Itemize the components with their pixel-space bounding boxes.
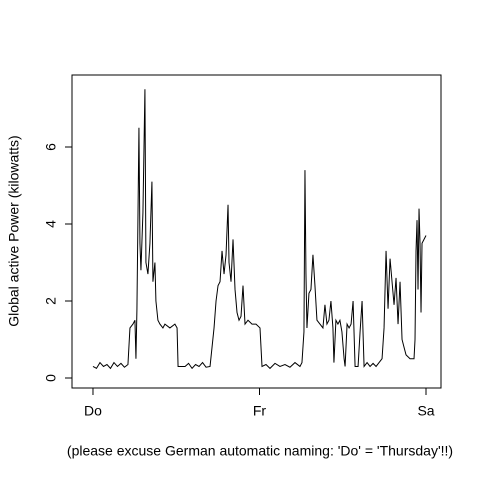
x-tick-label: Do bbox=[84, 403, 102, 419]
x-tick-label: Sa bbox=[417, 403, 434, 419]
x-axis-label: (please excuse German automatic naming: … bbox=[67, 443, 453, 459]
y-tick-label: 6 bbox=[43, 143, 59, 151]
data-line bbox=[92, 89, 427, 370]
y-tick-label: 0 bbox=[43, 374, 59, 382]
y-tick-label: 4 bbox=[43, 220, 59, 228]
plot-box bbox=[71, 74, 442, 389]
x-tick-label: Fr bbox=[253, 403, 267, 419]
y-tick-label: 2 bbox=[43, 297, 59, 305]
y-axis-label: Global active Power (kilowatts) bbox=[6, 135, 22, 326]
